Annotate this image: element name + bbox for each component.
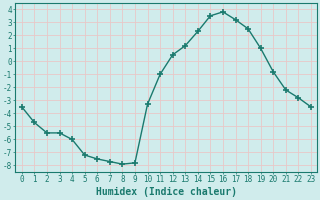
X-axis label: Humidex (Indice chaleur): Humidex (Indice chaleur) [96, 187, 237, 197]
